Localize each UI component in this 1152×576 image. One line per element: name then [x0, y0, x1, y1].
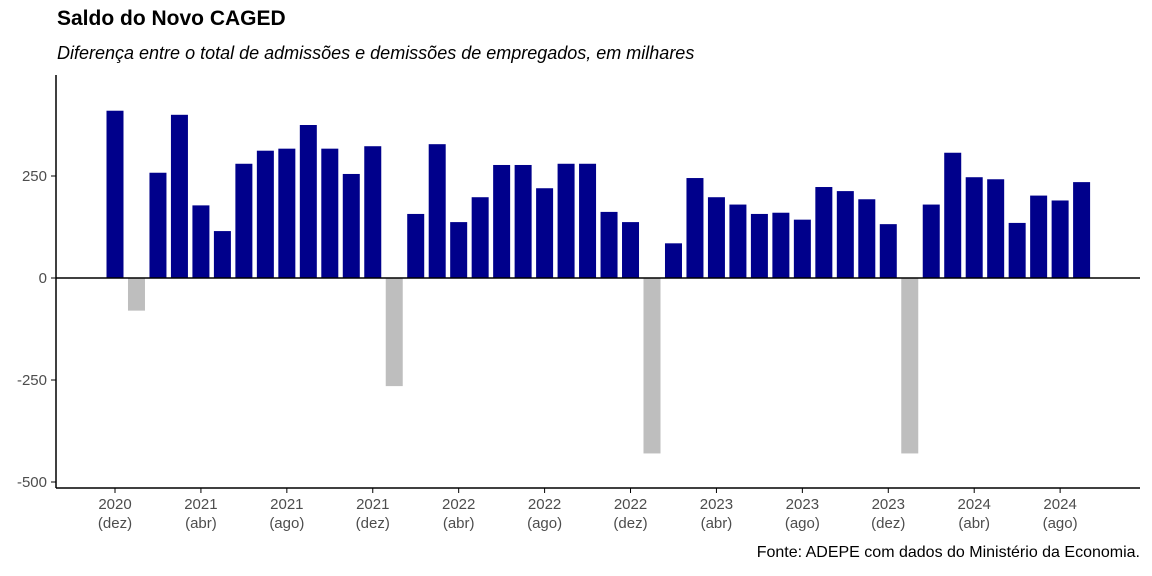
bar-26	[664, 243, 682, 278]
bar-19	[514, 164, 532, 278]
y-tick-label-3: 250	[22, 168, 47, 185]
bar-15	[428, 144, 446, 278]
x-tick-label-year-8: 2023	[786, 496, 819, 513]
bar-27	[686, 178, 704, 278]
bar-39	[944, 152, 962, 278]
x-tick-label-year-1: 2021	[184, 496, 217, 513]
bar-4	[192, 205, 210, 278]
x-tick-label-year-3: 2021	[356, 496, 389, 513]
bar-44	[1051, 200, 1069, 278]
bar-25	[643, 278, 661, 454]
x-tick-label-year-9: 2023	[872, 496, 905, 513]
bar-35	[858, 199, 876, 278]
x-tick-label-month-6: (dez)	[613, 515, 647, 532]
x-tick-label-year-6: 2022	[614, 496, 647, 513]
axes-group: -500 -250 0 250 2020 (dez) 2021 (abr) 2021 (ago) 2…	[17, 75, 1140, 532]
x-tick-label-month-1: (abr)	[185, 515, 217, 532]
bar-9	[299, 125, 317, 278]
x-tick-label-month-7: (abr)	[701, 515, 733, 532]
bar-34	[836, 191, 854, 278]
x-tick-label-month-2: (ago)	[269, 515, 304, 532]
x-tick-label-month-4: (abr)	[443, 515, 475, 532]
x-tick-label-year-2: 2021	[270, 496, 303, 513]
x-tick-label-year-5: 2022	[528, 496, 561, 513]
chart-title: Saldo do Novo CAGED	[57, 7, 286, 30]
x-tick-label-month-9: (dez)	[871, 515, 905, 532]
bar-23	[600, 211, 618, 278]
bar-36	[879, 224, 897, 278]
x-tick-label-year-4: 2022	[442, 496, 475, 513]
bar-30	[750, 213, 768, 278]
bar-28	[707, 197, 725, 278]
x-tick-label-month-11: (ago)	[1043, 515, 1078, 532]
bar-40	[965, 177, 983, 278]
bar-7	[256, 150, 274, 278]
bar-20	[536, 188, 554, 278]
bar-10	[321, 148, 339, 278]
bar-18	[493, 164, 511, 278]
bars-group	[106, 110, 1091, 454]
bar-38	[922, 204, 940, 278]
x-tick-label-month-8: (ago)	[785, 515, 820, 532]
bar-3	[170, 114, 188, 278]
x-tick-label-year-7: 2023	[700, 496, 733, 513]
bar-17	[471, 197, 489, 278]
chart-subtitle: Diferença entre o total de admissões e d…	[57, 43, 695, 63]
bar-43	[1030, 195, 1048, 278]
bar-21	[557, 163, 575, 278]
x-tick-label-year-10: 2024	[958, 496, 991, 513]
bar-37	[901, 278, 919, 454]
bar-31	[772, 212, 790, 278]
bar-12	[364, 146, 382, 278]
y-tick-label-2: 0	[39, 270, 47, 287]
x-tick-label-month-0: (dez)	[98, 515, 132, 532]
bar-41	[987, 179, 1005, 278]
chart-caption: Fonte: ADEPE com dados do Ministério da …	[756, 544, 1140, 561]
bar-29	[729, 204, 747, 278]
bar-1	[127, 278, 145, 311]
x-tick-label-month-5: (ago)	[527, 515, 562, 532]
bar-2	[149, 172, 167, 278]
y-tick-label-1: -250	[17, 372, 47, 389]
bar-33	[815, 187, 833, 278]
y-tick-label-0: -500	[17, 474, 47, 491]
bar-6	[235, 163, 253, 278]
bar-45	[1073, 182, 1091, 278]
x-tick-label-month-3: (dez)	[356, 515, 390, 532]
x-tick-label-year-11: 2024	[1043, 496, 1076, 513]
bar-24	[622, 222, 640, 278]
bar-16	[450, 222, 468, 278]
bar-5	[213, 231, 231, 278]
x-tick-label-month-10: (abr)	[958, 515, 990, 532]
bar-32	[793, 219, 811, 278]
bar-22	[579, 163, 597, 278]
bar-8	[278, 148, 296, 278]
bar-11	[342, 173, 360, 278]
x-tick-label-year-0: 2020	[98, 496, 131, 513]
bar-0	[106, 110, 124, 278]
bar-14	[407, 213, 425, 278]
bar-13	[385, 278, 403, 387]
bar-42	[1008, 222, 1026, 278]
